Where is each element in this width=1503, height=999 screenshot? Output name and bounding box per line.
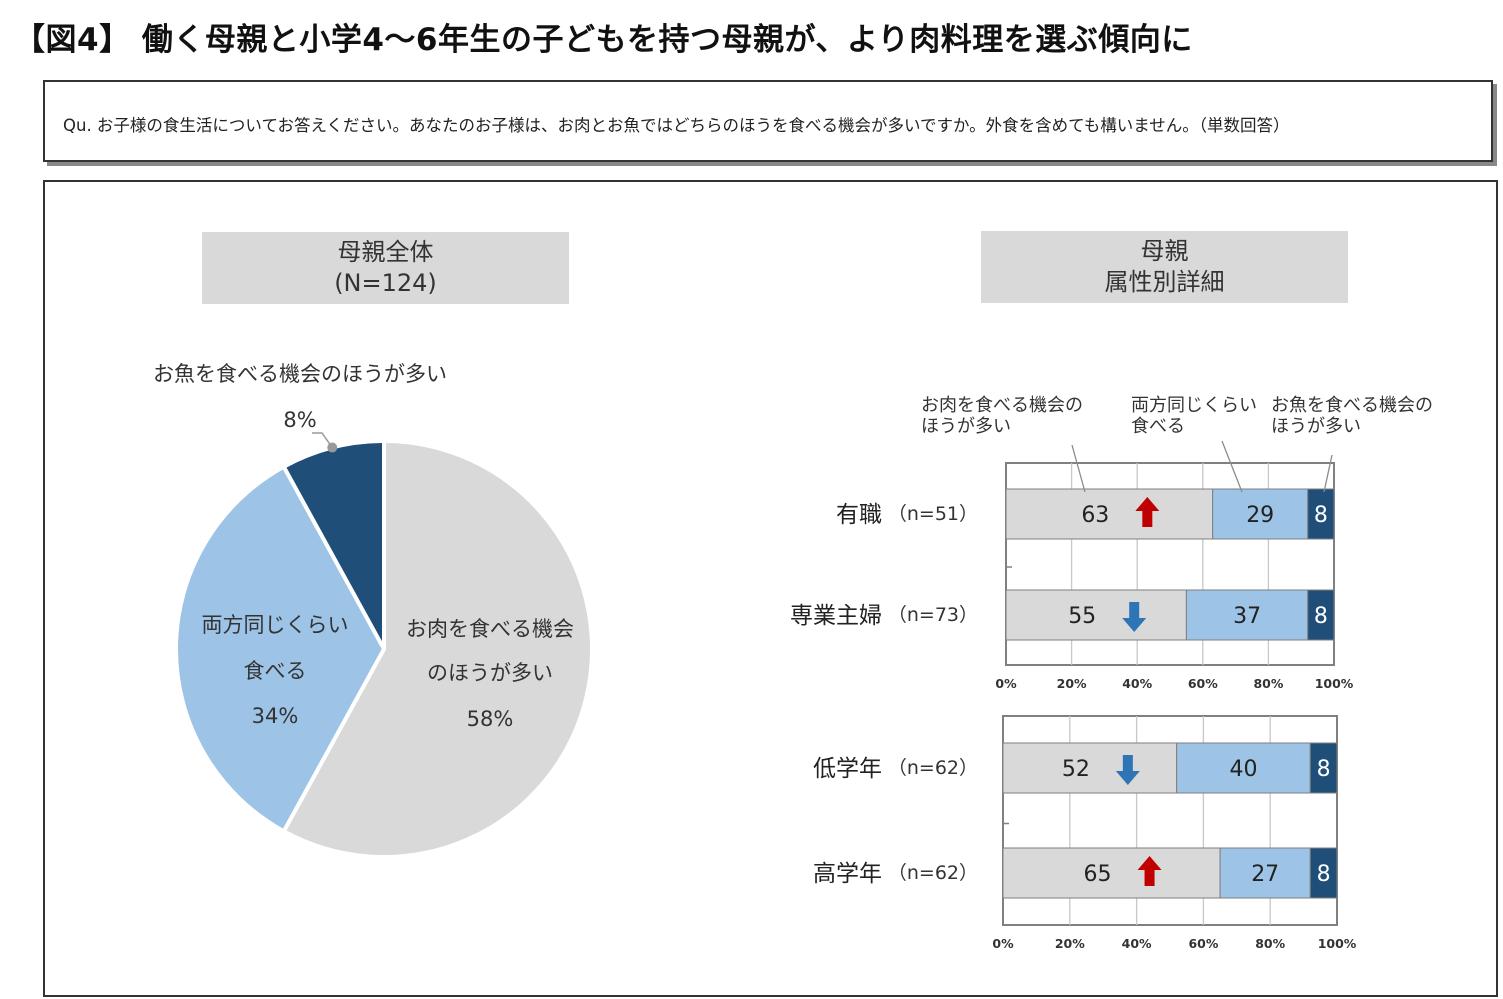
bar-header-line-1: 母親 (1140, 237, 1189, 265)
x-tick-label-2: 100% (1318, 936, 1357, 951)
pie-label-fish: お魚を食べる機会のほうが多い (153, 362, 447, 386)
bar-value-label-both: 37 (1233, 604, 1261, 629)
pie-label-both-line-1: 両方同じくらい (202, 613, 349, 637)
x-tick-label-2: 40% (1122, 936, 1152, 951)
x-tick-label-1: 80% (1253, 676, 1283, 691)
bar-segment-meat (1005, 488, 1214, 540)
bar-header-line-2: 属性別詳細 (1104, 268, 1225, 296)
pie-leader-dot-fish (327, 442, 338, 453)
trend-down-arrow-icon (1115, 755, 1140, 785)
pie-leader-fish (312, 432, 333, 448)
bar-value-label-fish: 8 (1314, 604, 1328, 629)
bar-value-label-meat: 63 (1081, 503, 1109, 528)
x-tick-label-2: 80% (1255, 936, 1285, 951)
x-tick-label-1: 20% (1057, 676, 1087, 691)
pie-header-line-2: (N=124) (334, 269, 437, 297)
trend-up-arrow-icon (1137, 856, 1162, 886)
bar-value-label-both: 40 (1229, 757, 1257, 782)
x-tick-label-2: 60% (1188, 936, 1218, 951)
pie-label-both-line-2: 食べる (244, 659, 307, 683)
bar-value-label-meat: 65 (1084, 862, 1112, 887)
pie-header-line-1: 母親全体 (337, 238, 434, 266)
x-tick-label-1: 100% (1315, 676, 1354, 691)
pie-pct-both: 34% (252, 704, 299, 728)
bar-segment-fish (1309, 847, 1338, 899)
bar-value-label-both: 27 (1251, 862, 1279, 887)
pie-label-meat-line-1: お肉を食べる機会 (406, 617, 574, 641)
bar-segment-meat (1005, 589, 1187, 641)
x-tick-label-1: 60% (1188, 676, 1218, 691)
legend-leader-both (1221, 440, 1243, 493)
bar-segment-meat (1002, 742, 1178, 794)
pie-slice-meat (281, 438, 594, 859)
bar-panel-header: 母親 属性別詳細 (981, 231, 1348, 303)
pie-panel-header: 母親全体 (N=124) (202, 232, 569, 304)
pie-label-meat-line-2: のほうが多い (427, 661, 553, 685)
bar-segment-fish (1307, 589, 1335, 641)
row-label: 有職 (836, 502, 882, 528)
bar-value-label-meat: 52 (1062, 757, 1090, 782)
pie-pct-meat: 58% (467, 707, 514, 731)
trend-down-arrow-icon (1122, 602, 1147, 632)
legend-fish-line-2: ほうが多い (1271, 416, 1361, 437)
row-n-label: （n=62） (888, 862, 978, 884)
legend-both-line-1: 両方同じくらい (1131, 395, 1257, 416)
question-text: Qu. お子様の食生活についてお答えください。あなたのお子様は、お肉とお魚ではど… (63, 116, 1290, 135)
bar-segment-meat (1002, 847, 1221, 899)
row-n-label: （n=73） (888, 604, 978, 626)
bar-value-label-meat: 55 (1068, 604, 1096, 629)
legend-meat-line-1: お肉を食べる機会の (921, 395, 1083, 416)
bar-value-label-fish: 8 (1317, 862, 1331, 887)
bar-segment-fish (1307, 488, 1335, 540)
bar-value-label-both: 29 (1246, 503, 1274, 528)
bar-segment-both (1212, 488, 1309, 540)
row-n-label: （n=62） (888, 757, 978, 779)
x-tick-label-1: 40% (1122, 676, 1152, 691)
question-box: Qu. お子様の食生活についてお答えください。あなたのお子様は、お肉とお魚ではど… (43, 80, 1493, 162)
bar-segment-both (1176, 742, 1311, 794)
row-label: 専業主婦 (790, 603, 882, 629)
row-n-label: （n=51） (888, 503, 978, 525)
bar-segment-both (1185, 589, 1309, 641)
legend-leader-meat (1071, 444, 1086, 493)
legend-fish-line-1: お魚を食べる機会の (1271, 395, 1433, 416)
x-tick-label-2: 0% (992, 936, 1014, 951)
row-label: 高学年 (813, 861, 882, 887)
figure-title: 【図4】 働く母親と小学4～6年生の子どもを持つ母親が、より肉料理を選ぶ傾向に (14, 22, 1193, 58)
legend-both-line-2: 食べる (1131, 416, 1185, 437)
x-tick-label-2: 20% (1055, 936, 1085, 951)
bar-value-label-fish: 8 (1317, 757, 1331, 782)
bar-value-label-fish: 8 (1314, 503, 1328, 528)
trend-up-arrow-icon (1135, 497, 1160, 527)
legend-meat-line-2: ほうが多い (921, 416, 1011, 437)
legend-leader-fish (1323, 454, 1333, 493)
bar-segment-fish (1309, 742, 1338, 794)
pie-pct-fish: 8% (283, 408, 316, 432)
x-tick-label-1: 0% (995, 676, 1017, 691)
row-label: 低学年 (813, 756, 882, 782)
